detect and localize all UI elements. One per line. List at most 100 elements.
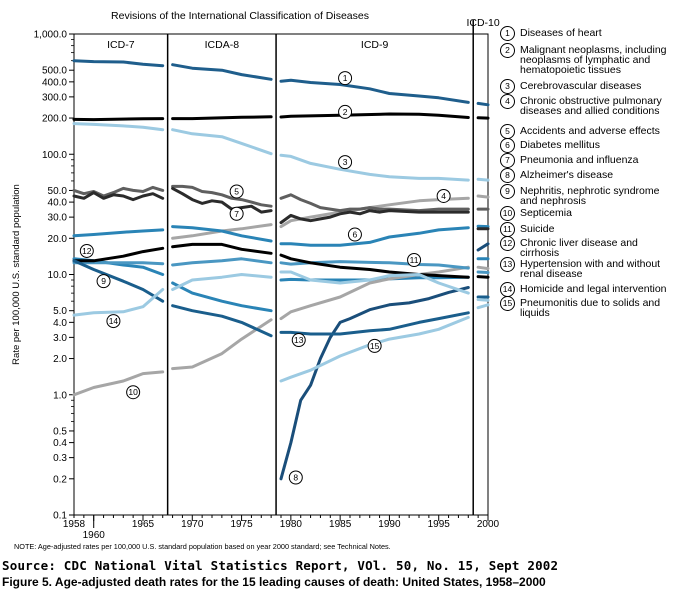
legend-item: 8 Alzheimer's disease <box>500 168 614 183</box>
series-label-circle <box>79 243 94 258</box>
legend-label: Diabetes mellitus <box>520 139 600 151</box>
series-line <box>72 191 165 202</box>
y-tick-label: 1,000.0 <box>34 30 68 41</box>
series-line <box>279 112 470 119</box>
source-line: Source: CDC National Vital Statistics Re… <box>2 558 559 573</box>
legend-label: Malignant neoplasms, including neoplasms… <box>520 44 667 76</box>
series-label-number: 1 <box>343 73 348 83</box>
series-10 <box>72 265 490 397</box>
series-label-number: 6 <box>353 230 358 240</box>
legend-item: 3 Cerebrovascular diseases <box>500 79 642 94</box>
legend-number: 1 <box>500 26 515 41</box>
series-line <box>171 225 273 243</box>
series-9 <box>72 257 490 313</box>
legend-number: 5 <box>500 124 515 139</box>
legend-label: Hypertension with and without renal dise… <box>520 258 661 280</box>
legend-number: 15 <box>500 296 515 311</box>
series-label-circle <box>367 338 382 353</box>
x-tick-label: 1995 <box>428 519 451 530</box>
y-tick-label: 50.0 <box>48 186 68 197</box>
series-line <box>72 246 165 263</box>
revision-label: ICD-9 <box>361 39 389 51</box>
series-label-circle <box>338 155 353 170</box>
series-line <box>476 303 490 310</box>
legend-label: Diseases of heart <box>520 27 602 39</box>
series-line <box>279 78 470 104</box>
legend-label: Chronic obstructive pulmonary diseases a… <box>520 95 662 117</box>
series-line <box>279 253 470 279</box>
legend-label: Alzheimer's disease <box>520 169 614 181</box>
series-line <box>72 370 165 397</box>
series-line <box>476 194 490 199</box>
series-line <box>171 281 273 313</box>
series-line <box>279 209 470 225</box>
legend-label: Homicide and legal intervention <box>520 283 667 295</box>
series-label-circle <box>291 333 306 348</box>
legend-label: Accidents and adverse effects <box>520 125 660 137</box>
series-line <box>476 298 490 302</box>
series-label-number: 2 <box>343 107 348 117</box>
x-tick-label: 2000 <box>477 519 500 530</box>
series-line <box>171 115 273 121</box>
series-label-number: 5 <box>234 187 239 197</box>
series-line <box>476 177 490 182</box>
legend-item: 12 Chronic liver disease and cirrhosis <box>500 236 676 258</box>
series-label-circle <box>106 314 121 329</box>
y-tick-label: 40.0 <box>48 198 68 209</box>
x-tick-label: 1990 <box>378 519 401 530</box>
y-tick-label: 400.0 <box>42 77 67 88</box>
legend-number: 13 <box>500 257 515 272</box>
x-tick-label: 1975 <box>230 519 253 530</box>
series-label-circle <box>229 206 244 221</box>
series-label-circle <box>288 470 303 485</box>
series-line <box>72 259 165 303</box>
y-tick-label: 0.4 <box>53 438 67 449</box>
series-label-circle <box>338 71 353 86</box>
x-tick-label: 1985 <box>329 519 352 530</box>
y-tick-label: 100.0 <box>42 150 67 161</box>
series-line <box>476 101 490 107</box>
series-line <box>72 185 165 198</box>
series-line <box>171 128 273 156</box>
y-tick-label: 200.0 <box>42 114 67 125</box>
series-line <box>279 311 470 336</box>
series-line <box>171 186 273 214</box>
series-line <box>72 117 165 122</box>
x-tick-label: 1965 <box>132 519 155 530</box>
revision-label: ICD-10 <box>466 17 499 29</box>
y-tick-label: 10.0 <box>48 270 68 281</box>
series-line <box>476 265 490 271</box>
series-group <box>72 59 490 481</box>
legend-number: 9 <box>500 184 515 199</box>
legend-label: Cerebrovascular diseases <box>520 80 642 92</box>
series-line <box>279 260 470 270</box>
y-tick-label: 2.0 <box>53 354 67 365</box>
series-7 <box>72 186 490 231</box>
revisions: ICD-7 ICDA-8 ICD-9 ICD-10 <box>107 17 500 515</box>
y-tick-label: 30.0 <box>48 213 68 224</box>
series-11 <box>72 257 490 274</box>
y-tick-label: 0.3 <box>53 453 67 464</box>
series-label-number: 9 <box>101 276 106 286</box>
series-label-circle <box>96 274 111 289</box>
series-label-circle <box>436 188 451 203</box>
legend-number: 10 <box>500 206 515 221</box>
series-label-number: 14 <box>109 316 119 326</box>
series-label-number: 3 <box>343 157 348 167</box>
series-label-number: 12 <box>82 246 92 256</box>
x-tick-label: 1970 <box>181 519 204 530</box>
series-14 <box>72 270 490 317</box>
series-2 <box>72 112 490 122</box>
y-tick-label: 0.2 <box>53 474 67 485</box>
legend-item: 15 Pneumonitis due to solids and liquids <box>500 296 676 318</box>
x-tick-label: 1960 <box>83 530 106 541</box>
series-line <box>279 226 470 247</box>
legend-item: 7 Pneumonia and influenza <box>500 153 639 168</box>
legend-number: 14 <box>500 282 515 297</box>
series-line <box>72 59 165 68</box>
series-12 <box>72 242 490 279</box>
series-line <box>279 265 470 321</box>
